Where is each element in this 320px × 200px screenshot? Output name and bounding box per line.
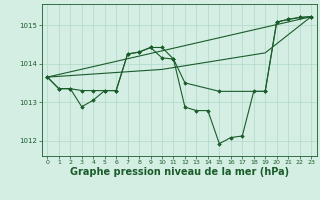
X-axis label: Graphe pression niveau de la mer (hPa): Graphe pression niveau de la mer (hPa) <box>70 167 289 177</box>
